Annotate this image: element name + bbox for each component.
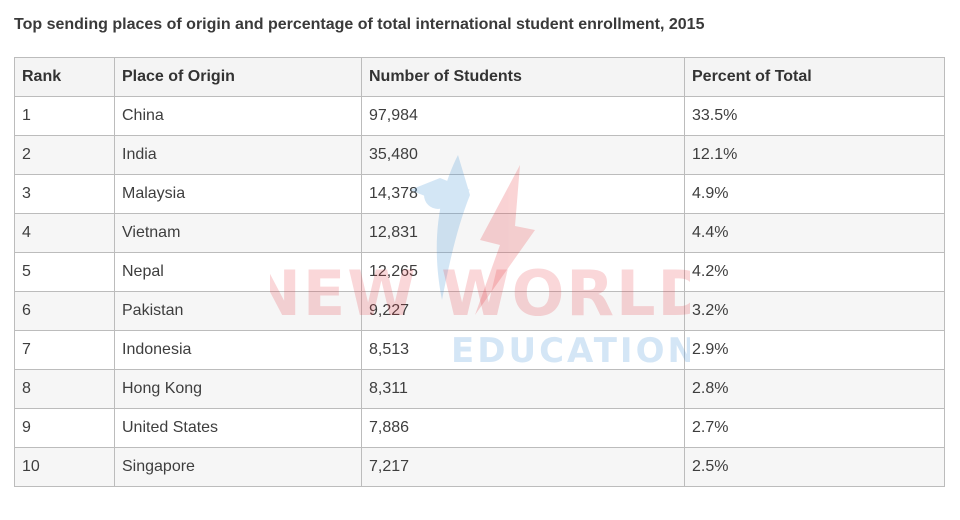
cell-students: 14,378 [361,174,685,214]
cell-place: Singapore [114,447,362,487]
cell-rank: 9 [14,408,115,448]
header-place-of-origin: Place of Origin [114,57,362,97]
table-row: 8 Hong Kong 8,311 2.8% [14,369,945,409]
cell-place: Hong Kong [114,369,362,409]
cell-percent: 33.5% [684,96,945,136]
cell-students: 8,311 [361,369,685,409]
table-row: 4 Vietnam 12,831 4.4% [14,213,945,253]
cell-percent: 4.2% [684,252,945,292]
cell-place: Vietnam [114,213,362,253]
cell-rank: 1 [14,96,115,136]
enrollment-table: Rank Place of Origin Number of Students … [14,57,945,487]
cell-percent: 2.9% [684,330,945,370]
cell-percent: 2.5% [684,447,945,487]
cell-place: India [114,135,362,175]
cell-percent: 2.8% [684,369,945,409]
cell-place: Malaysia [114,174,362,214]
cell-rank: 3 [14,174,115,214]
cell-percent: 3.2% [684,291,945,331]
cell-rank: 2 [14,135,115,175]
header-percent-of-total: Percent of Total [684,57,945,97]
cell-place: China [114,96,362,136]
header-rank: Rank [14,57,115,97]
cell-place: United States [114,408,362,448]
cell-rank: 10 [14,447,115,487]
table-row: 3 Malaysia 14,378 4.9% [14,174,945,214]
cell-rank: 4 [14,213,115,253]
cell-students: 97,984 [361,96,685,136]
cell-percent: 2.7% [684,408,945,448]
enrollment-table-container: Rank Place of Origin Number of Students … [14,57,945,487]
cell-place: Indonesia [114,330,362,370]
table-row: 9 United States 7,886 2.7% [14,408,945,448]
cell-students: 35,480 [361,135,685,175]
header-number-of-students: Number of Students [361,57,685,97]
cell-students: 7,886 [361,408,685,448]
cell-rank: 7 [14,330,115,370]
table-row: 2 India 35,480 12.1% [14,135,945,175]
cell-percent: 12.1% [684,135,945,175]
table-row: 6 Pakistan 9,227 3.2% [14,291,945,331]
table-row: 5 Nepal 12,265 4.2% [14,252,945,292]
cell-rank: 8 [14,369,115,409]
table-row: 7 Indonesia 8,513 2.9% [14,330,945,370]
cell-students: 9,227 [361,291,685,331]
table-header-row: Rank Place of Origin Number of Students … [14,57,945,97]
table-row: 10 Singapore 7,217 2.5% [14,447,945,487]
cell-place: Pakistan [114,291,362,331]
cell-students: 8,513 [361,330,685,370]
cell-students: 12,831 [361,213,685,253]
cell-place: Nepal [114,252,362,292]
table-body: 1 China 97,984 33.5% 2 India 35,480 12.1… [14,96,945,487]
cell-students: 12,265 [361,252,685,292]
cell-rank: 5 [14,252,115,292]
cell-percent: 4.9% [684,174,945,214]
cell-rank: 6 [14,291,115,331]
table-caption: Top sending places of origin and percent… [14,16,705,33]
cell-percent: 4.4% [684,213,945,253]
cell-students: 7,217 [361,447,685,487]
table-row: 1 China 97,984 33.5% [14,96,945,136]
